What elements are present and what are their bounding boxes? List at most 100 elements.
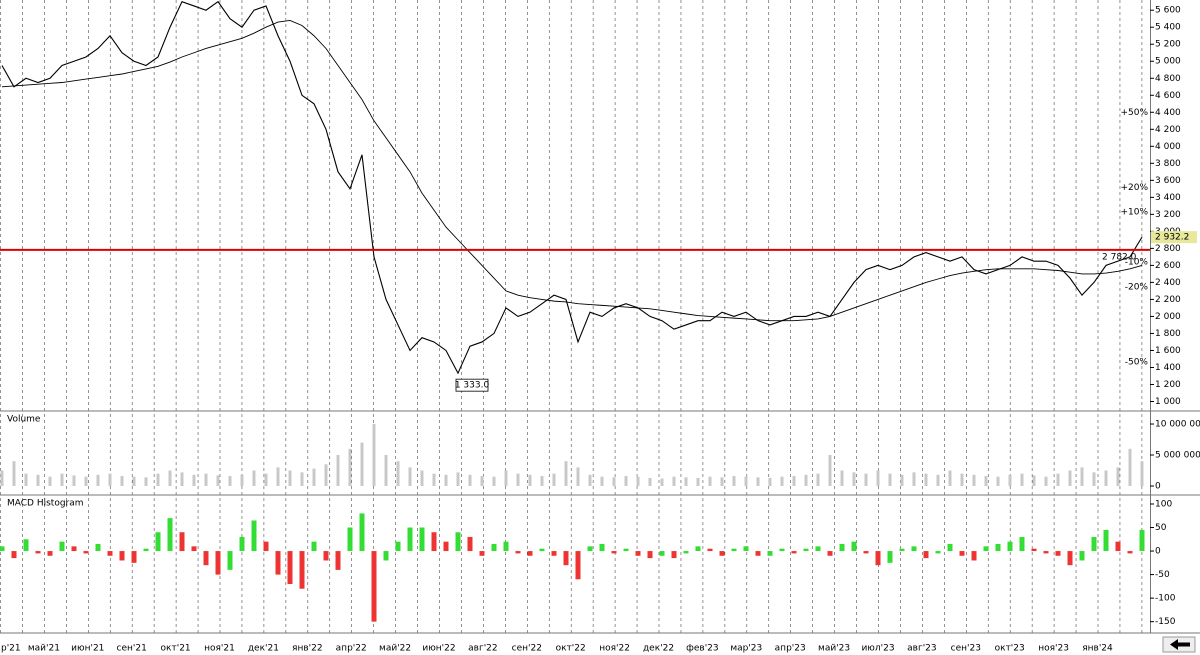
percent-level: -10% <box>1125 258 1149 268</box>
volume-bar <box>984 476 988 487</box>
macd-bar <box>371 551 377 622</box>
y-tick-label: 1 600 <box>1155 346 1181 356</box>
macd-bar <box>275 551 281 575</box>
volume-bar <box>192 474 196 487</box>
macd-bar <box>635 551 641 556</box>
volume-bar <box>948 470 952 487</box>
macd-bar <box>959 551 965 556</box>
y-tick-label: 5 000 <box>1155 57 1181 67</box>
macd-bar <box>299 551 305 589</box>
macd-bar <box>575 551 581 580</box>
volume-bar <box>504 470 508 487</box>
macd-bar <box>923 551 929 559</box>
macd-bar <box>11 551 17 559</box>
y-tick-label: 4 400 <box>1155 108 1181 118</box>
x-tick-label: мар'23 <box>730 644 762 654</box>
volume-bar <box>456 472 460 487</box>
volume-bar <box>552 473 556 487</box>
x-tick-label: июн'21 <box>71 644 104 654</box>
volume-bar <box>960 473 964 487</box>
macd-bar <box>875 551 881 566</box>
volume-bar <box>1092 472 1096 487</box>
macd-bar <box>347 527 353 552</box>
macd-bar <box>587 546 593 552</box>
volume-bar <box>360 442 364 487</box>
y-tick-label: -150 <box>1155 617 1176 627</box>
volume-bar <box>804 474 808 487</box>
y-tick-label: 0 <box>1155 547 1161 557</box>
volume-bar <box>1020 473 1024 487</box>
macd-bar <box>947 544 953 552</box>
macd-bar <box>611 551 617 554</box>
macd-bar <box>1115 541 1121 552</box>
volume-bar <box>468 474 472 487</box>
volume-bar <box>684 477 688 487</box>
volume-bar <box>120 476 124 487</box>
volume-bar <box>720 477 724 487</box>
macd-bar <box>95 544 101 552</box>
volume-bar <box>876 470 880 487</box>
volume-bar <box>1032 475 1036 487</box>
x-tick-label: сен'21 <box>117 644 147 654</box>
x-tick-label: дек'21 <box>248 644 279 654</box>
macd-bar <box>203 551 209 566</box>
y-tick-label: 2 400 <box>1155 278 1181 288</box>
volume-bar <box>204 473 208 487</box>
scroll-button[interactable] <box>1162 636 1196 653</box>
volume-bar <box>564 461 568 487</box>
moving-average <box>1 19 1143 322</box>
x-tick-label: июл'23 <box>861 644 894 654</box>
macd-bar <box>35 551 41 554</box>
y-tick-label: 3 400 <box>1155 193 1181 203</box>
macd-bar <box>1043 551 1049 554</box>
y-tick-label: 3 800 <box>1155 159 1181 169</box>
volume-bar <box>900 474 904 487</box>
volume-bar <box>324 464 328 487</box>
panel-title: MACD Histogram <box>7 499 84 509</box>
volume-bar <box>600 476 604 487</box>
macd-bar <box>755 551 761 556</box>
percent-level: +50% <box>1120 108 1148 118</box>
macd-bar <box>899 548 905 552</box>
y-tick-label: 1 400 <box>1155 363 1181 373</box>
last-price-box <box>1151 231 1197 244</box>
macd-bar <box>215 551 221 575</box>
y-tick-label: 5 600 <box>1155 6 1181 16</box>
volume-bar <box>912 472 916 487</box>
x-tick-label: авг'23 <box>907 644 936 654</box>
volume-bar <box>612 477 616 487</box>
percent-level: -50% <box>1125 357 1149 367</box>
macd-bar <box>995 544 1001 552</box>
macd-bar <box>251 520 257 552</box>
volume-bar <box>516 473 520 487</box>
macd-bar <box>23 539 29 552</box>
y-tick-label: 2 000 <box>1155 312 1181 322</box>
volume-bar <box>696 477 700 487</box>
x-tick-label: сен'23 <box>951 644 981 654</box>
volume-bar <box>480 476 484 487</box>
x-tick-label: июн'22 <box>422 644 455 654</box>
y-tick-label: 3 200 <box>1155 210 1181 220</box>
percent-level: +10% <box>1120 208 1148 218</box>
volume-bar <box>264 473 268 487</box>
macd-bar <box>887 551 893 563</box>
macd-bar <box>407 527 413 552</box>
macd-bar <box>815 546 821 552</box>
volume-bar <box>444 474 448 487</box>
y-tick-label: 4 000 <box>1155 142 1181 152</box>
volume-bar <box>84 476 88 487</box>
y-tick-label: 1 800 <box>1155 329 1181 339</box>
macd-bar <box>1055 551 1061 556</box>
volume-bar <box>780 476 784 487</box>
volume-bar <box>852 472 856 487</box>
macd-bar <box>0 546 5 552</box>
volume-bar <box>312 468 316 487</box>
volume-bar <box>108 473 112 487</box>
macd-bar <box>719 551 725 556</box>
volume-bar <box>168 470 172 487</box>
y-tick-label: 2 200 <box>1155 295 1181 305</box>
y-tick-label: 5 000 000 <box>1155 451 1200 461</box>
volume-bar <box>384 455 388 487</box>
y-tick-label: 3 600 <box>1155 176 1181 186</box>
